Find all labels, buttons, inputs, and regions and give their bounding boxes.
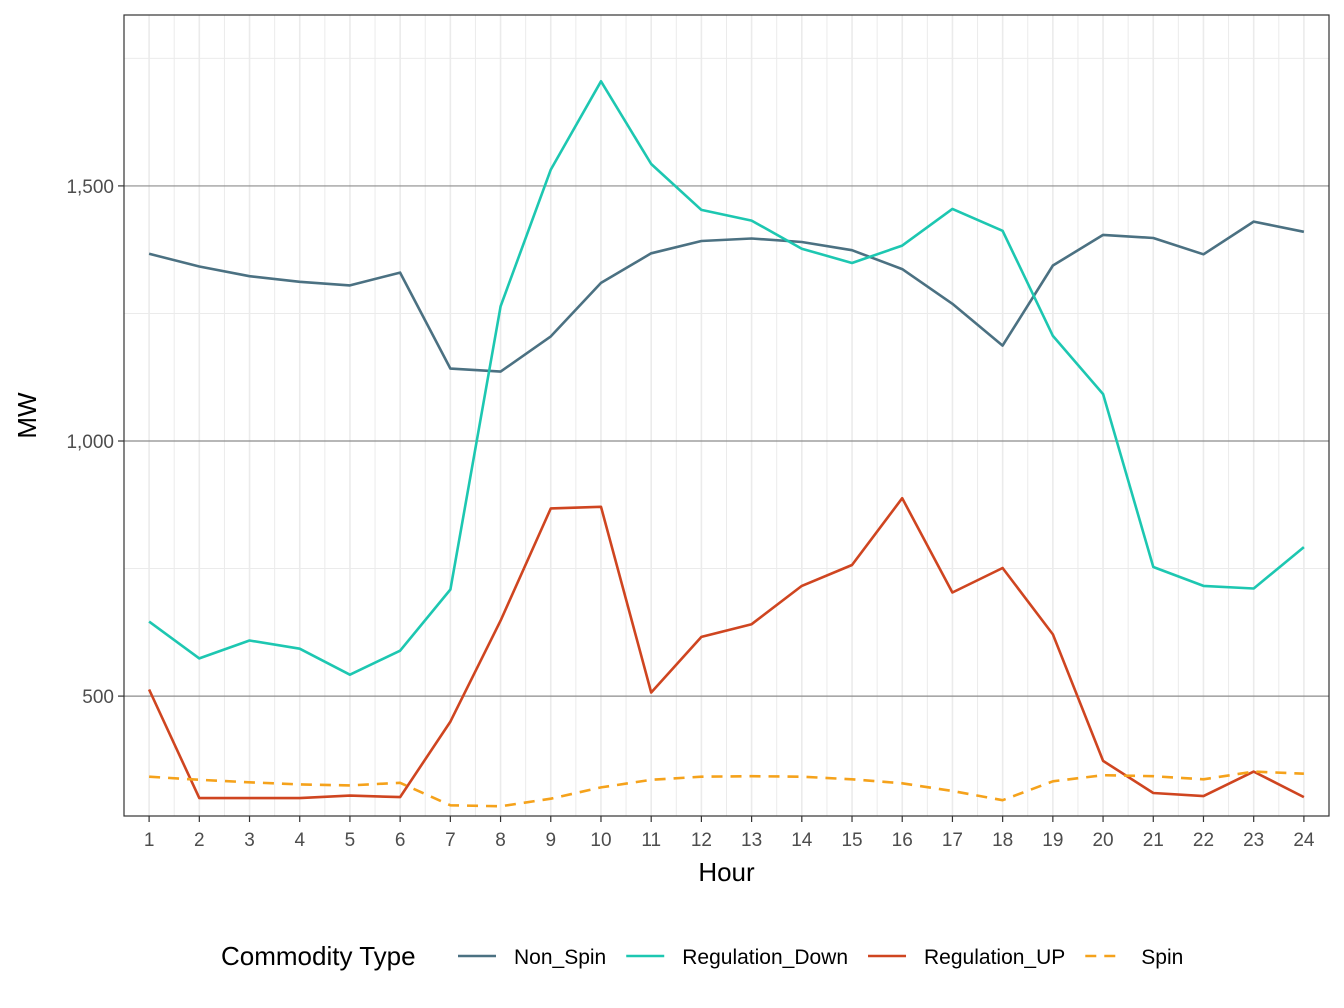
y-axis-title: MW [12,392,42,439]
x-axis-title: Hour [698,857,755,887]
series-line-regulation-up [147,496,1305,800]
series-line-non-spin [148,220,1305,373]
y-tick-label: 500 [82,687,114,708]
series-lines [147,80,1305,808]
series-line-spin [149,770,1304,808]
minor-gridlines-x [173,15,1280,816]
x-tick-label: 5 [345,830,356,851]
x-tick-label: 23 [1243,830,1264,851]
plot-panel-border [123,14,1330,817]
x-tick-label: 8 [495,830,506,851]
x-tick-label: 24 [1293,830,1315,851]
legend-label-spin: Spin [1141,946,1183,969]
x-tick-label: 6 [395,830,406,851]
x-tick-label: 10 [590,830,611,851]
legend-label-regulation-up: Regulation_UP [924,946,1065,969]
legend-title: Commodity Type [221,941,416,971]
x-tick-label: 14 [791,830,813,851]
y-axis: 500 1,000 1,500 [66,177,124,708]
x-tick-label: 12 [691,830,712,851]
legend: Commodity Type Non_Spin Regulation_Down Re… [221,941,1183,971]
legend-label-non-spin: Non_Spin [514,946,606,969]
x-tick-label: 17 [942,830,963,851]
series-line-regulation-down [148,80,1305,677]
x-tick-label: 11 [641,830,661,851]
x-tick-label: 15 [841,830,862,851]
y-tick-label: 1,500 [66,177,114,198]
x-tick-label: 22 [1193,830,1214,851]
major-gridlines-x [148,15,1305,816]
x-axis: 1 2 3 4 5 6 7 8 9 10 11 12 13 14 15 16 17 18 19 20 21 22 23 24 [144,816,1315,851]
x-tick-label: 4 [294,830,305,851]
legend-label-regulation-down: Regulation_Down [682,946,848,969]
x-tick-label: 9 [545,830,556,851]
x-tick-label: 18 [992,830,1013,851]
x-tick-label: 7 [445,830,456,851]
x-tick-label: 20 [1092,830,1113,851]
x-tick-label: 21 [1143,830,1164,851]
x-tick-label: 13 [741,830,762,851]
x-tick-label: 1 [144,830,155,851]
x-tick-label: 16 [892,830,913,851]
x-tick-label: 2 [194,830,205,851]
major-gridlines-y [124,185,1329,697]
x-tick-label: 3 [244,830,255,851]
x-tick-label: 19 [1042,830,1063,851]
y-tick-label: 1,000 [66,432,114,453]
